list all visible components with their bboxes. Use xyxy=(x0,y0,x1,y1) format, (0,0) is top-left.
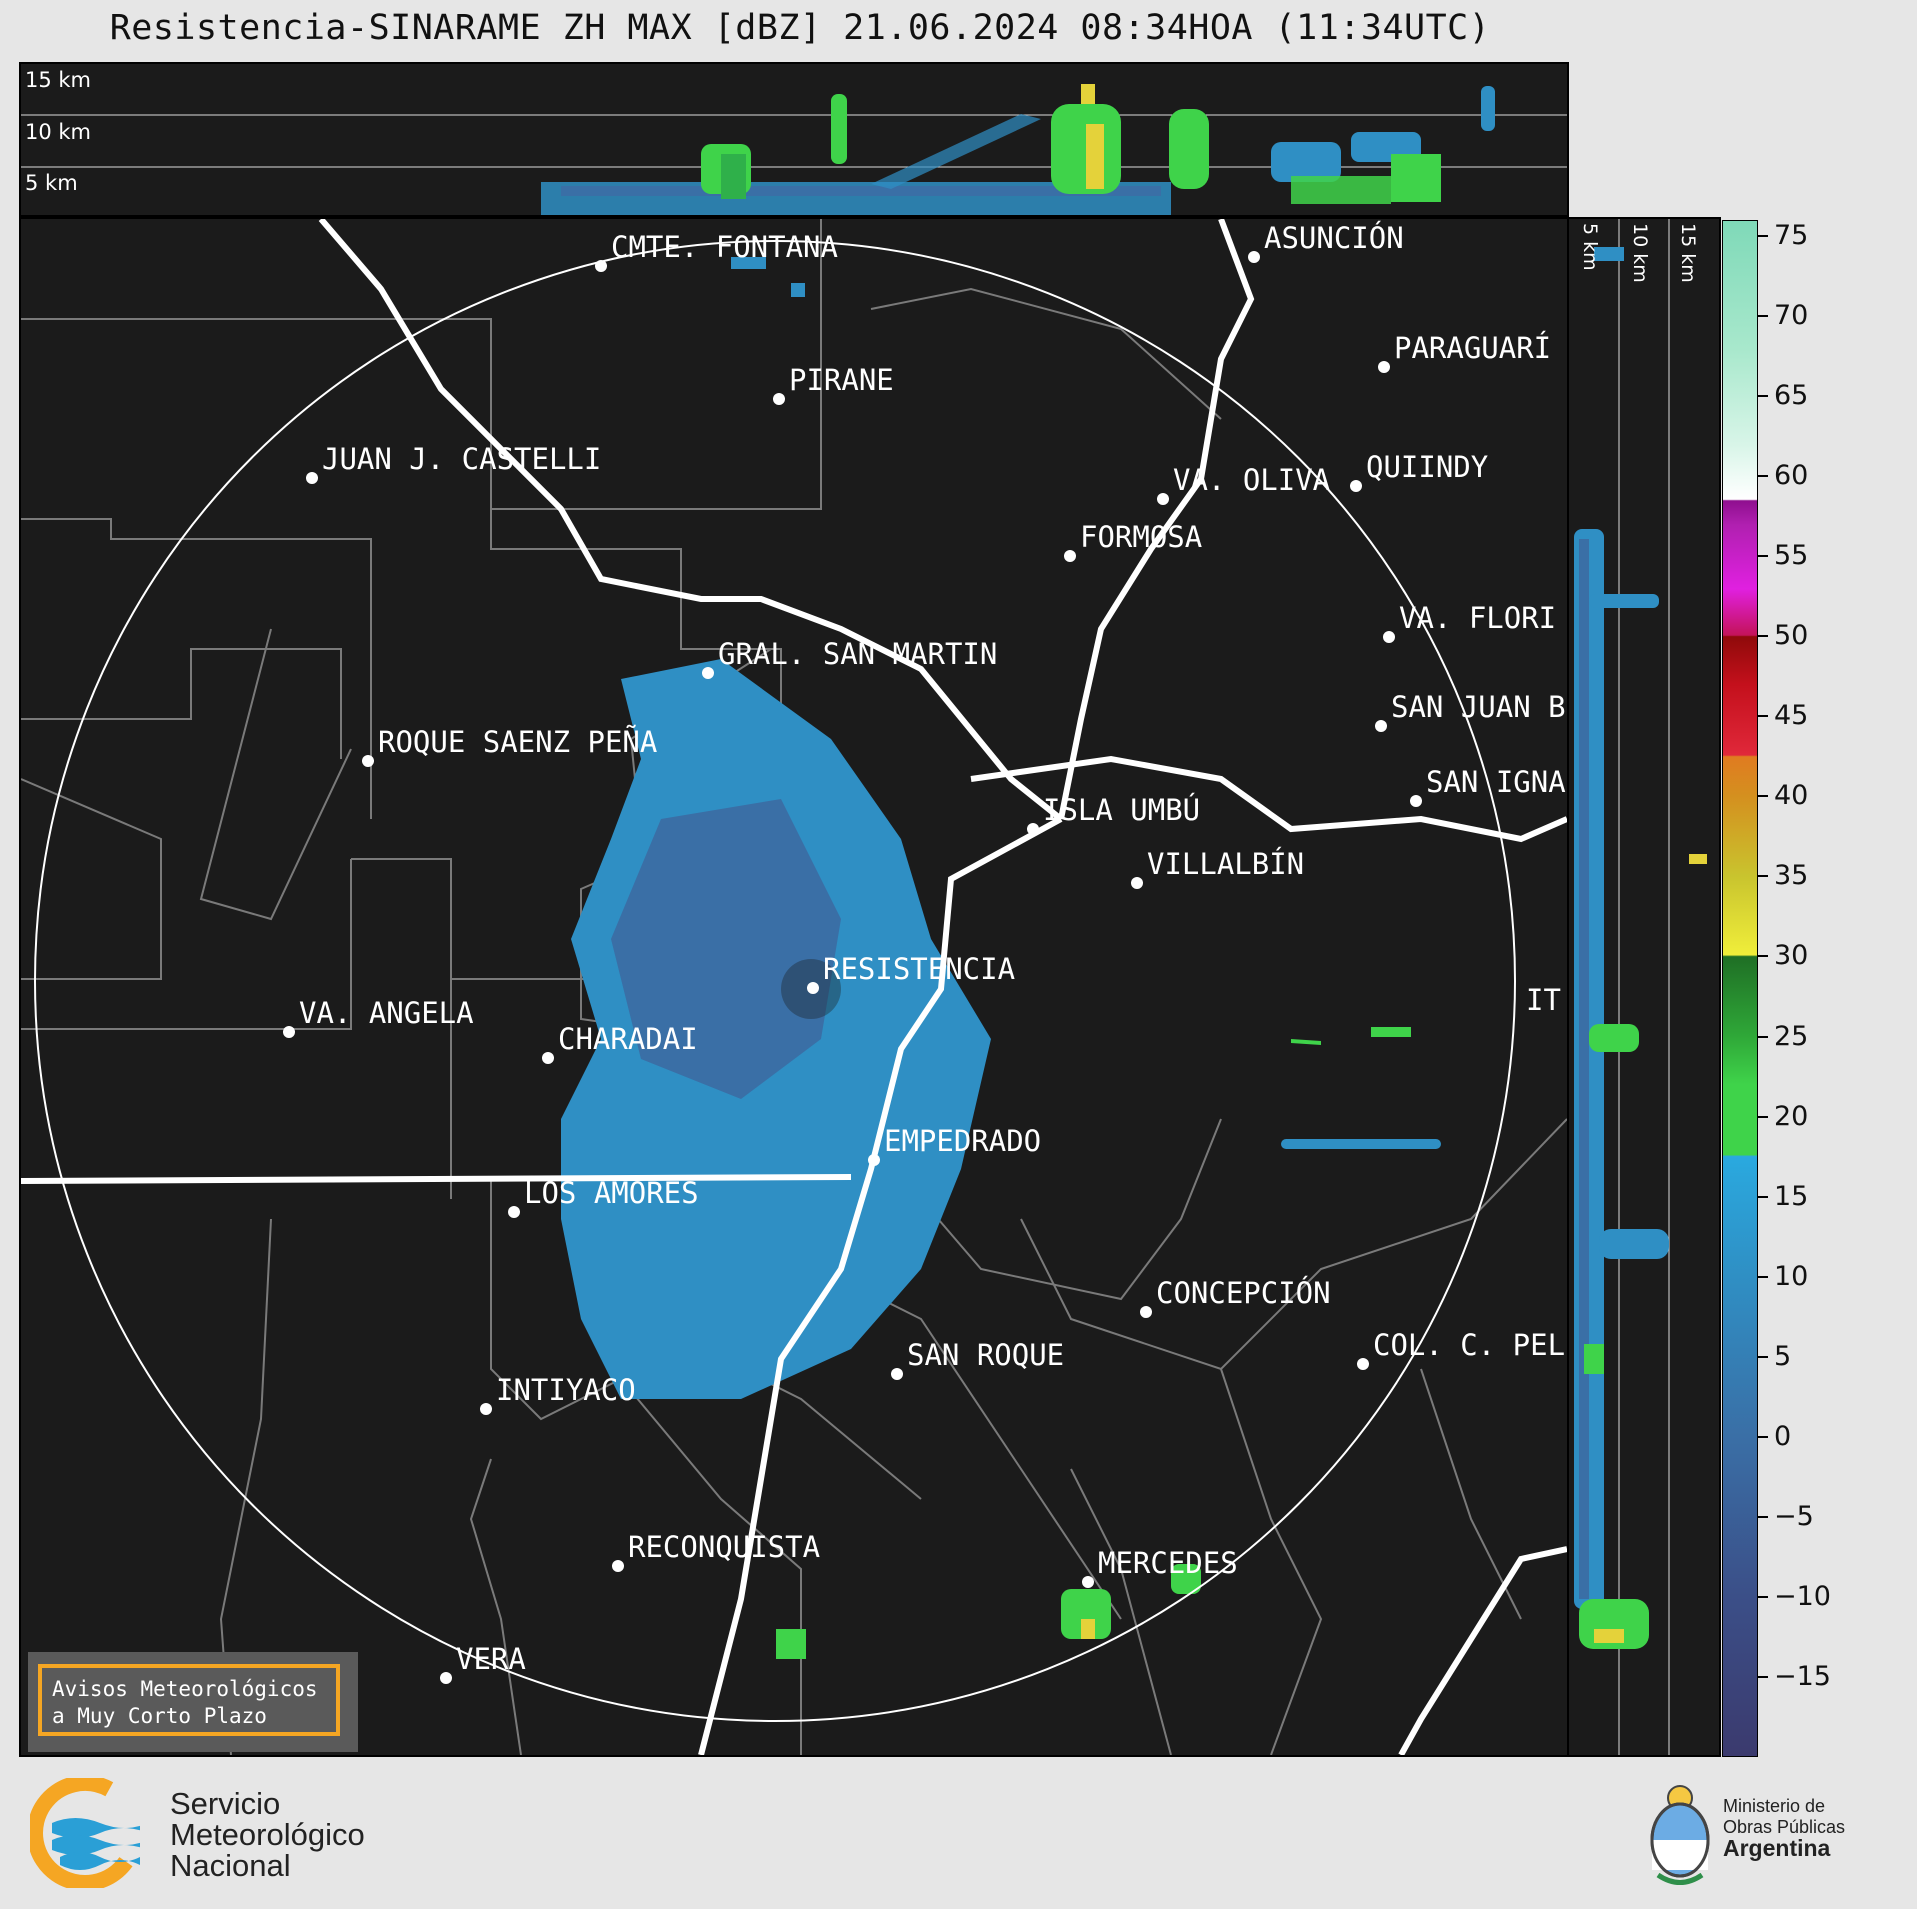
avisos-frame[interactable]: Avisos Meteorológicos a Muy Corto Plazo xyxy=(38,1664,340,1736)
side-cross-section-plot xyxy=(1574,219,1707,1755)
colorbar-tick xyxy=(1758,315,1768,318)
colorbar-tick-label: 10 xyxy=(1774,1260,1809,1292)
colorbar-tick-label: 50 xyxy=(1774,620,1809,652)
colorbar-tick xyxy=(1758,1195,1768,1198)
side-cross-section-panel: 5 km 10 km 15 km xyxy=(1569,217,1721,1757)
radar-map-panel xyxy=(19,217,1569,1757)
colorbar-tick xyxy=(1758,1275,1768,1278)
top-cross-section-plot xyxy=(21,84,1567,215)
colorbar-tick-label: −10 xyxy=(1774,1580,1831,1612)
argentina-coat-of-arms-icon xyxy=(1650,1785,1710,1885)
smn-wordmark: Servicio Meteorológico Nacional xyxy=(170,1786,365,1883)
colorbar-tick xyxy=(1758,395,1768,398)
ministry-wordmark: Ministerio de Obras Públicas Argentina xyxy=(1723,1796,1846,1861)
avisos-line2: a Muy Corto Plazo xyxy=(52,1704,267,1728)
colorbar-tick xyxy=(1758,235,1768,237)
colorbar-tick-label: 0 xyxy=(1774,1420,1792,1452)
colorbar-tick xyxy=(1758,1595,1768,1598)
colorbar-tick xyxy=(1758,1435,1768,1438)
colorbar-tick-label: 40 xyxy=(1774,780,1809,812)
colorbar-tick xyxy=(1758,555,1768,558)
avisos-box[interactable]: Avisos Meteorológicos a Muy Corto Plazo xyxy=(28,1652,358,1752)
side-altitude-label-5km: 5 km xyxy=(1579,223,1601,271)
colorbar-tick-label: 15 xyxy=(1774,1180,1809,1212)
colorbar-tick-label: 70 xyxy=(1774,300,1809,332)
rivers-borders xyxy=(21,219,1567,1755)
colorbar-tick xyxy=(1758,1035,1768,1038)
altitude-label-10km: 10 km xyxy=(25,120,92,144)
radar-echoes xyxy=(561,257,1441,1659)
colorbar-tick-label: 20 xyxy=(1774,1100,1809,1132)
colorbar-tick-label: 65 xyxy=(1774,380,1809,412)
colorbar-tick-label: 60 xyxy=(1774,460,1809,492)
colorbar-tick-label: 30 xyxy=(1774,940,1809,972)
radar-range-ring xyxy=(34,240,1516,1722)
side-altitude-label-10km: 10 km xyxy=(1629,223,1651,283)
colorbar-tick xyxy=(1758,635,1768,638)
colorbar-tick-label: 45 xyxy=(1774,700,1809,732)
colorbar-tick xyxy=(1758,1515,1768,1518)
colorbar-tick xyxy=(1758,475,1768,478)
colorbar-tick xyxy=(1758,875,1768,878)
radar-map xyxy=(21,219,1567,1755)
dbz-colorbar xyxy=(1722,220,1758,1757)
colorbar-tick-label: −15 xyxy=(1774,1660,1831,1692)
colorbar-tick-label: 35 xyxy=(1774,860,1809,892)
colorbar-tick-label: 75 xyxy=(1774,220,1809,251)
colorbar-tick xyxy=(1758,1675,1768,1678)
avisos-line1: Avisos Meteorológicos xyxy=(52,1677,318,1701)
map-title: Resistencia-SINARAME ZH MAX [dBZ] 21.06.… xyxy=(109,8,1491,48)
altitude-label-5km: 5 km xyxy=(25,171,78,195)
smn-logo-icon xyxy=(30,1778,140,1888)
colorbar-tick xyxy=(1758,955,1768,958)
colorbar-tick-label: 5 xyxy=(1774,1340,1792,1372)
colorbar-tick-label: 55 xyxy=(1774,540,1809,572)
altitude-label-15km: 15 km xyxy=(25,68,92,92)
colorbar-tick-label: 25 xyxy=(1774,1020,1809,1052)
colorbar-tick-label: −5 xyxy=(1774,1500,1814,1532)
colorbar-tick xyxy=(1758,715,1768,718)
colorbar-tick xyxy=(1758,1115,1768,1118)
side-altitude-label-15km: 15 km xyxy=(1677,223,1699,283)
colorbar-tick xyxy=(1758,795,1768,798)
colorbar-tick xyxy=(1758,1355,1768,1358)
top-cross-section-panel: 15 km 10 km 5 km xyxy=(19,62,1569,217)
